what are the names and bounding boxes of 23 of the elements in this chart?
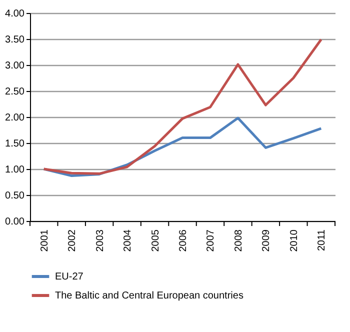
x-tick-label: 2007: [206, 229, 217, 252]
x-tick-label: 2010: [288, 229, 300, 252]
x-tick-label: 2005: [150, 229, 162, 252]
x-tick-label: 2004: [122, 229, 134, 252]
x-tick-label: 2011: [316, 229, 328, 252]
x-tick-label: 2008: [233, 229, 244, 252]
y-tick-label: 1.00: [5, 164, 25, 176]
y-tick-label: 3.50: [5, 34, 25, 46]
x-tick-label: 2006: [178, 229, 189, 252]
legend-label: EU-27: [55, 272, 84, 282]
line-series: [42, 38, 322, 175]
legend-label: The Baltic and Central European countries: [55, 290, 244, 302]
y-tick-label: 4.00: [5, 8, 25, 20]
y-tick-label: 3.00: [5, 60, 25, 72]
x-tick-label: 2009: [261, 229, 272, 252]
x-tick-label: 2002: [67, 229, 78, 252]
y-tick-label: 0.50: [5, 190, 25, 202]
y-tick-label: 1.50: [5, 138, 25, 150]
x-tick-label: 2003: [94, 229, 106, 252]
y-tick-label: 0.00: [5, 216, 25, 228]
y-tick-label: 2.50: [5, 86, 25, 98]
y-tick-label: 2.00: [5, 112, 25, 124]
x-tick-label: 2001: [39, 229, 50, 252]
